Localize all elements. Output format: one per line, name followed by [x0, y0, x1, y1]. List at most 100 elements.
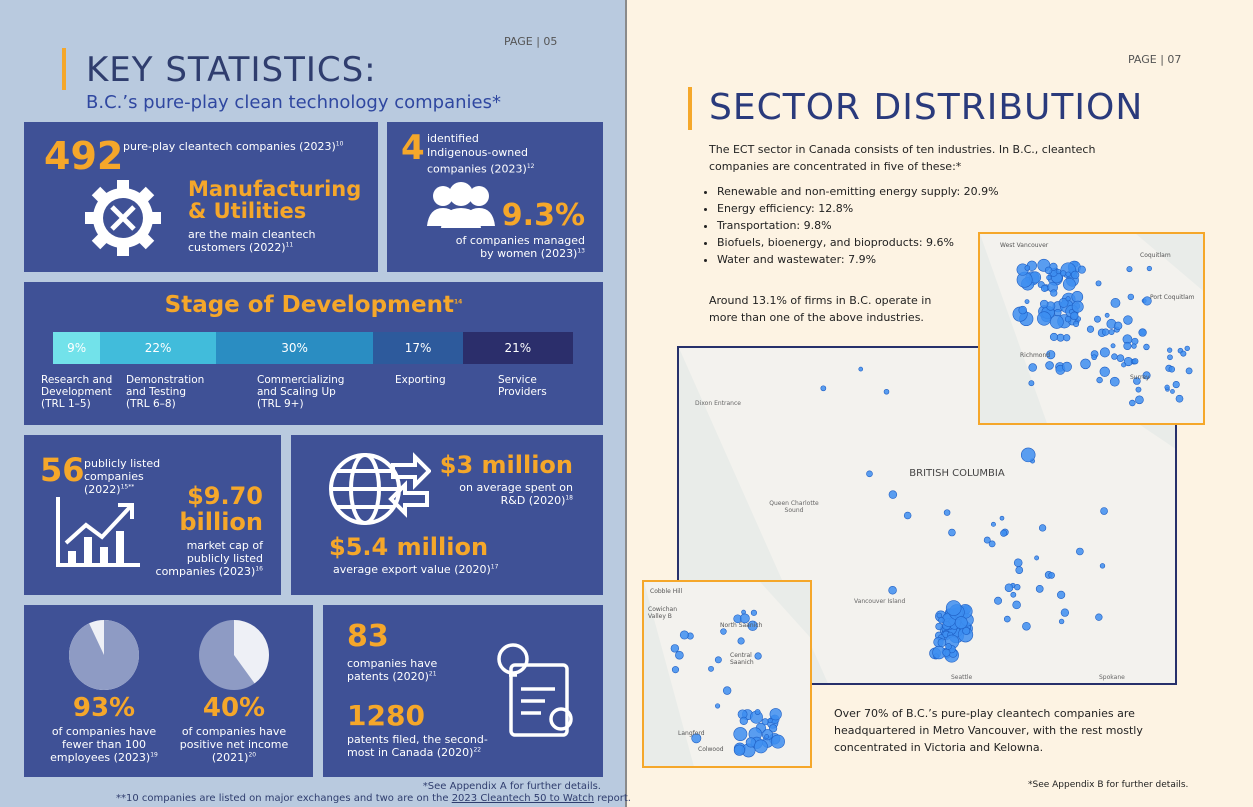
stat-text: are the main cleantech customers (2022)1…	[188, 228, 328, 254]
map-marker	[1111, 353, 1118, 360]
gear-icon	[85, 180, 161, 256]
map-marker	[675, 650, 684, 660]
map-marker	[1133, 377, 1141, 385]
map-marker	[747, 620, 758, 631]
map-marker	[1142, 371, 1151, 380]
map-marker	[942, 648, 951, 657]
map-marker	[866, 470, 873, 478]
map-marker	[1058, 297, 1069, 308]
map-marker	[1071, 300, 1084, 313]
stage-segment	[100, 332, 216, 364]
customer-heading: Manufacturing & Utilities	[188, 177, 362, 223]
stage-segment	[373, 332, 463, 364]
map-marker	[1024, 299, 1030, 304]
stat-number: 56	[40, 451, 85, 489]
map-marker	[962, 626, 971, 635]
map-marker	[1028, 363, 1037, 372]
map-marker	[994, 596, 1002, 605]
stat-number: $9.70 billion	[179, 482, 263, 536]
stage-name: Demonstration and Testing (TRL 6–8)	[126, 374, 205, 410]
map-marker	[1099, 366, 1110, 377]
map-marker	[1065, 271, 1071, 277]
map-marker	[1077, 265, 1086, 274]
map-marker	[750, 609, 757, 616]
map-marker	[945, 600, 962, 616]
stat-number: 83	[347, 619, 389, 654]
map-marker	[1039, 299, 1049, 309]
sector-item: Energy efficiency: 12.8%	[717, 200, 999, 217]
map-marker	[1170, 389, 1175, 394]
map-marker	[1129, 399, 1136, 407]
map-marker	[670, 644, 680, 653]
stage-name: Commercializing and Scaling Up (TRL 9+)	[257, 374, 345, 410]
map-marker	[888, 490, 898, 499]
map-marker	[1024, 265, 1031, 271]
map-label: Queen Charlotte Sound	[769, 500, 819, 514]
stat-number: 1280	[347, 699, 425, 732]
stage-box: Stage of Development14 9% Research and De…	[24, 282, 603, 425]
map-marker	[1101, 328, 1110, 336]
stage-segment	[53, 332, 101, 364]
stat-number: 492	[44, 134, 124, 178]
map-marker	[1184, 345, 1190, 352]
stat-box: 93% of companies have fewer than 100 emp…	[24, 605, 313, 777]
stat-number: 4	[401, 128, 425, 168]
map-marker	[1172, 380, 1180, 389]
inset-map: Cobble Hill Cowichan Valley B North Saan…	[642, 580, 812, 768]
map-marker	[1015, 566, 1024, 574]
map-marker	[733, 744, 746, 756]
note: 10	[335, 140, 344, 148]
footnote: **10 companies are listed on major excha…	[116, 793, 631, 804]
stage-name: Service Providers	[498, 374, 547, 398]
map-marker	[1164, 384, 1170, 390]
sector-item: Water and wastewater: 7.9%	[717, 251, 999, 268]
link[interactable]: 2023 Cleantech 50 to Watch	[451, 793, 595, 804]
sector-item: Transportation: 9.8%	[717, 217, 999, 234]
note: 21	[428, 670, 437, 678]
map-label: West Vancouver	[1000, 242, 1049, 249]
map-marker	[1135, 386, 1142, 393]
caption: Over 70% of B.C.’s pure-play cleantech c…	[834, 707, 1143, 754]
map-marker	[1109, 376, 1120, 387]
map-marker	[954, 616, 968, 630]
footnote: *See Appendix B for further details.	[1028, 780, 1189, 790]
map-marker	[733, 727, 748, 741]
note: 19	[150, 751, 158, 759]
map-marker	[1063, 334, 1071, 342]
map-marker	[1037, 311, 1052, 326]
segment-label: 21%	[504, 341, 532, 355]
map-marker	[1114, 321, 1123, 330]
map-marker	[1091, 354, 1098, 361]
subtitle: B.C.’s pure-play clean technology compan…	[86, 92, 501, 113]
map-marker	[1094, 315, 1101, 323]
inset-map: West Vancouver Coquitlam Port Coquitlam …	[978, 232, 1205, 425]
stat-box: 56 publicly listed companies (2022)15** …	[24, 435, 281, 595]
text: companies have patents (2020)	[347, 657, 438, 683]
sector-item: Renewable and non-emitting energy supply…	[717, 183, 999, 200]
map-marker	[1020, 447, 1036, 463]
map-marker	[1004, 583, 1014, 593]
text: are the main cleantech customers (2022)	[188, 228, 316, 254]
text: on average spent on R&D (2020)	[459, 481, 573, 507]
map-marker	[936, 612, 943, 619]
stat-number: 40%	[202, 693, 266, 723]
accent	[62, 48, 66, 90]
map-label: BRITISH COLUMBIA	[909, 468, 1005, 479]
map-marker	[1056, 333, 1065, 342]
map-marker	[1180, 350, 1187, 357]
map-marker	[691, 733, 702, 744]
stat-text: patents filed, the second-most in Canada…	[347, 733, 507, 759]
note: 18	[565, 494, 573, 502]
map-marker	[1073, 320, 1080, 327]
map-marker	[1049, 314, 1064, 329]
map-label: Coquitlam	[1140, 252, 1171, 259]
map-marker	[754, 709, 761, 715]
map-marker	[1138, 328, 1147, 337]
map-marker	[1012, 600, 1021, 610]
note: 13	[577, 247, 585, 255]
map-label: Richmond	[1020, 352, 1051, 359]
map-marker	[1123, 341, 1132, 351]
map-marker	[1127, 293, 1135, 301]
map-marker	[1003, 615, 1011, 623]
stage-segment	[462, 332, 573, 364]
